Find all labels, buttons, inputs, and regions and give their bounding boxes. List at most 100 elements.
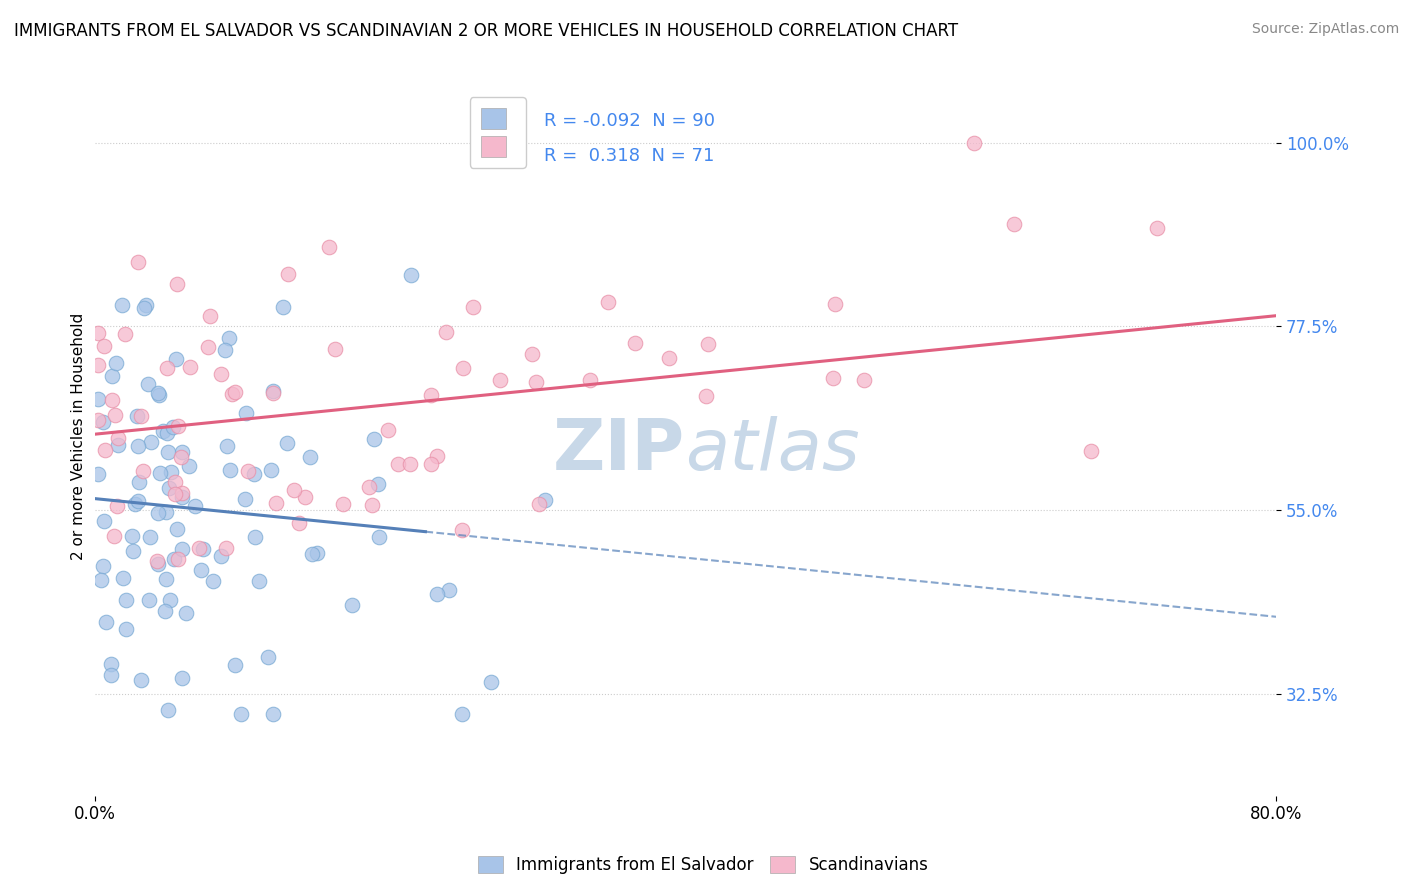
Point [105, 499, 128, 513]
Point [166, 277, 188, 291]
Point [138, 530, 160, 544]
Point [221, 386, 243, 401]
Point [170, 671, 193, 685]
Point [260, 463, 283, 477]
Point [157, 481, 180, 495]
Point [155, 573, 177, 587]
Point [276, 435, 298, 450]
Point [107, 431, 129, 445]
Point [104, 409, 127, 423]
Point [520, 347, 543, 361]
Point [437, 583, 460, 598]
Point [93, 339, 115, 353]
Point [209, 549, 232, 563]
Point [363, 433, 385, 447]
Point [166, 522, 188, 536]
Point [128, 475, 150, 489]
Point [247, 574, 270, 588]
Point [184, 500, 207, 514]
Point [146, 557, 169, 571]
Text: R = -0.092  N = 90: R = -0.092 N = 90 [544, 112, 714, 129]
Point [190, 563, 212, 577]
Point [271, 300, 294, 314]
Point [399, 268, 422, 282]
Point [170, 486, 193, 500]
Point [138, 593, 160, 607]
Point [420, 457, 443, 471]
Point [218, 331, 240, 345]
Point [451, 524, 474, 538]
Point [125, 409, 148, 424]
Point [283, 483, 305, 497]
Point [367, 477, 389, 491]
Point [170, 541, 193, 556]
Point [342, 598, 364, 612]
Point [121, 529, 143, 543]
Point [86, 392, 108, 407]
Point [821, 371, 844, 385]
Point [824, 297, 846, 311]
Point [165, 352, 187, 367]
Point [156, 444, 179, 458]
Point [461, 300, 484, 314]
Point [127, 439, 149, 453]
Point [170, 450, 193, 464]
Point [527, 497, 550, 511]
Point [134, 301, 156, 316]
Point [156, 360, 179, 375]
Point [598, 295, 620, 310]
Text: ZIP: ZIP [553, 417, 685, 485]
Point [163, 551, 186, 566]
Text: atlas: atlas [685, 417, 860, 485]
Point [367, 530, 389, 544]
Point [86, 326, 108, 340]
Point [217, 439, 239, 453]
Point [148, 388, 170, 402]
Point [1295, 376, 1317, 390]
Point [114, 592, 136, 607]
Point [172, 445, 194, 459]
Point [100, 667, 122, 681]
Point [377, 423, 399, 437]
Point [262, 384, 284, 398]
Point [93, 559, 115, 574]
Point [695, 389, 717, 403]
Point [214, 541, 236, 555]
Point [152, 424, 174, 438]
Point [94, 442, 117, 457]
Point [86, 358, 108, 372]
Text: Source: ZipAtlas.com: Source: ZipAtlas.com [1251, 22, 1399, 37]
Point [167, 552, 190, 566]
Point [114, 327, 136, 342]
Point [298, 450, 321, 464]
Point [262, 707, 284, 722]
Point [658, 351, 681, 366]
Point [318, 240, 340, 254]
Point [197, 340, 219, 354]
Point [127, 255, 149, 269]
Point [179, 360, 201, 375]
Point [243, 530, 266, 544]
Point [307, 546, 329, 560]
Point [534, 492, 557, 507]
Point [149, 466, 172, 480]
Point [479, 675, 502, 690]
Point [963, 136, 986, 150]
Point [294, 491, 316, 505]
Point [162, 420, 184, 434]
Point [287, 516, 309, 530]
Point [489, 373, 512, 387]
Point [420, 388, 443, 402]
Legend: , : , [470, 97, 526, 168]
Point [235, 406, 257, 420]
Point [697, 337, 720, 351]
Point [399, 457, 422, 471]
Point [124, 497, 146, 511]
Point [174, 606, 197, 620]
Point [451, 707, 474, 722]
Point [115, 622, 138, 636]
Point [200, 310, 222, 324]
Point [426, 449, 449, 463]
Point [101, 392, 124, 407]
Point [1080, 443, 1102, 458]
